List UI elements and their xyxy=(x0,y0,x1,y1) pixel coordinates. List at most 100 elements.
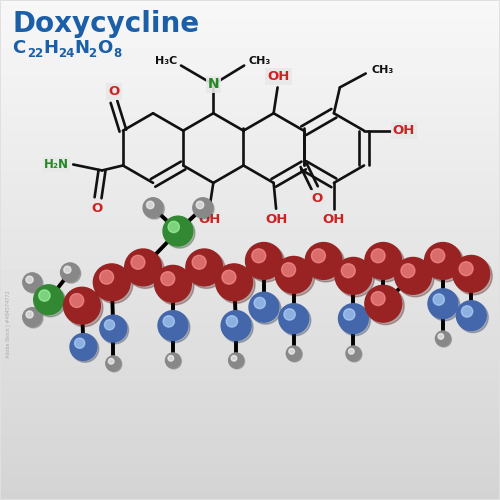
Circle shape xyxy=(161,272,175,285)
Circle shape xyxy=(230,354,244,369)
Text: O: O xyxy=(97,38,112,56)
Circle shape xyxy=(342,264,355,278)
Circle shape xyxy=(23,308,42,326)
Circle shape xyxy=(249,292,279,322)
Circle shape xyxy=(426,244,464,282)
Text: N: N xyxy=(208,78,219,92)
Circle shape xyxy=(164,218,195,248)
Circle shape xyxy=(101,316,128,344)
Text: O: O xyxy=(108,86,120,98)
Circle shape xyxy=(277,258,314,296)
Circle shape xyxy=(289,348,294,354)
Circle shape xyxy=(216,264,252,300)
Circle shape xyxy=(168,222,179,232)
Circle shape xyxy=(62,264,81,283)
Circle shape xyxy=(94,264,130,300)
Circle shape xyxy=(366,244,404,282)
Circle shape xyxy=(335,258,372,294)
Circle shape xyxy=(131,256,145,269)
Circle shape xyxy=(462,306,473,317)
Circle shape xyxy=(430,290,460,320)
Text: O: O xyxy=(92,202,102,215)
Text: 8: 8 xyxy=(113,47,121,60)
Circle shape xyxy=(344,309,355,320)
Circle shape xyxy=(401,264,415,278)
Text: Adobe Stock | #484574772: Adobe Stock | #484574772 xyxy=(6,291,11,358)
Circle shape xyxy=(106,356,122,372)
Text: 22: 22 xyxy=(27,47,44,60)
Circle shape xyxy=(371,249,385,263)
Circle shape xyxy=(231,356,237,361)
Circle shape xyxy=(250,294,281,324)
Text: H₃C: H₃C xyxy=(155,56,177,66)
Circle shape xyxy=(124,249,162,286)
Circle shape xyxy=(365,242,402,280)
Circle shape xyxy=(193,198,212,218)
Circle shape xyxy=(154,266,192,302)
Circle shape xyxy=(108,358,114,364)
Text: H: H xyxy=(43,38,58,56)
Circle shape xyxy=(26,276,33,283)
Circle shape xyxy=(458,302,488,332)
Circle shape xyxy=(371,292,385,306)
Circle shape xyxy=(24,308,43,328)
Circle shape xyxy=(305,242,342,280)
Circle shape xyxy=(433,294,444,305)
Circle shape xyxy=(287,346,302,362)
Circle shape xyxy=(221,310,251,340)
Circle shape xyxy=(100,315,126,342)
Circle shape xyxy=(146,201,154,208)
Circle shape xyxy=(282,262,296,276)
Circle shape xyxy=(70,294,84,308)
Circle shape xyxy=(436,331,450,346)
Circle shape xyxy=(456,300,486,330)
Circle shape xyxy=(163,216,193,246)
Circle shape xyxy=(163,316,174,327)
Circle shape xyxy=(246,242,282,280)
Text: 24: 24 xyxy=(58,47,74,60)
Circle shape xyxy=(24,274,43,293)
Circle shape xyxy=(222,270,236,284)
Circle shape xyxy=(338,304,368,334)
Circle shape xyxy=(218,266,255,304)
Circle shape xyxy=(100,270,114,284)
Circle shape xyxy=(428,289,458,318)
Text: OH: OH xyxy=(322,213,345,226)
Circle shape xyxy=(60,263,80,282)
Circle shape xyxy=(194,199,214,219)
Circle shape xyxy=(424,242,462,280)
Circle shape xyxy=(35,286,66,316)
Circle shape xyxy=(95,266,132,304)
Circle shape xyxy=(168,356,173,361)
Circle shape xyxy=(337,260,374,297)
Circle shape xyxy=(166,353,180,368)
Circle shape xyxy=(196,201,204,208)
Circle shape xyxy=(188,251,225,288)
Circle shape xyxy=(252,249,266,263)
Text: O: O xyxy=(312,192,323,205)
Text: OH: OH xyxy=(392,124,415,137)
Text: N: N xyxy=(74,38,89,56)
Circle shape xyxy=(431,249,445,263)
Circle shape xyxy=(226,316,237,327)
Circle shape xyxy=(312,249,326,263)
Circle shape xyxy=(126,251,164,288)
Circle shape xyxy=(23,273,42,292)
Circle shape xyxy=(144,199,165,219)
Circle shape xyxy=(74,338,85,348)
Circle shape xyxy=(453,256,490,292)
Circle shape xyxy=(248,244,285,282)
Circle shape xyxy=(192,256,206,269)
Circle shape xyxy=(222,312,253,342)
Circle shape xyxy=(307,244,344,282)
Circle shape xyxy=(340,305,370,336)
Circle shape xyxy=(286,346,301,361)
Circle shape xyxy=(276,256,312,294)
Circle shape xyxy=(454,258,492,295)
Circle shape xyxy=(284,309,295,320)
Circle shape xyxy=(158,310,188,340)
Circle shape xyxy=(396,260,434,297)
Text: OH: OH xyxy=(268,70,290,83)
Circle shape xyxy=(64,288,100,324)
Circle shape xyxy=(366,287,404,325)
